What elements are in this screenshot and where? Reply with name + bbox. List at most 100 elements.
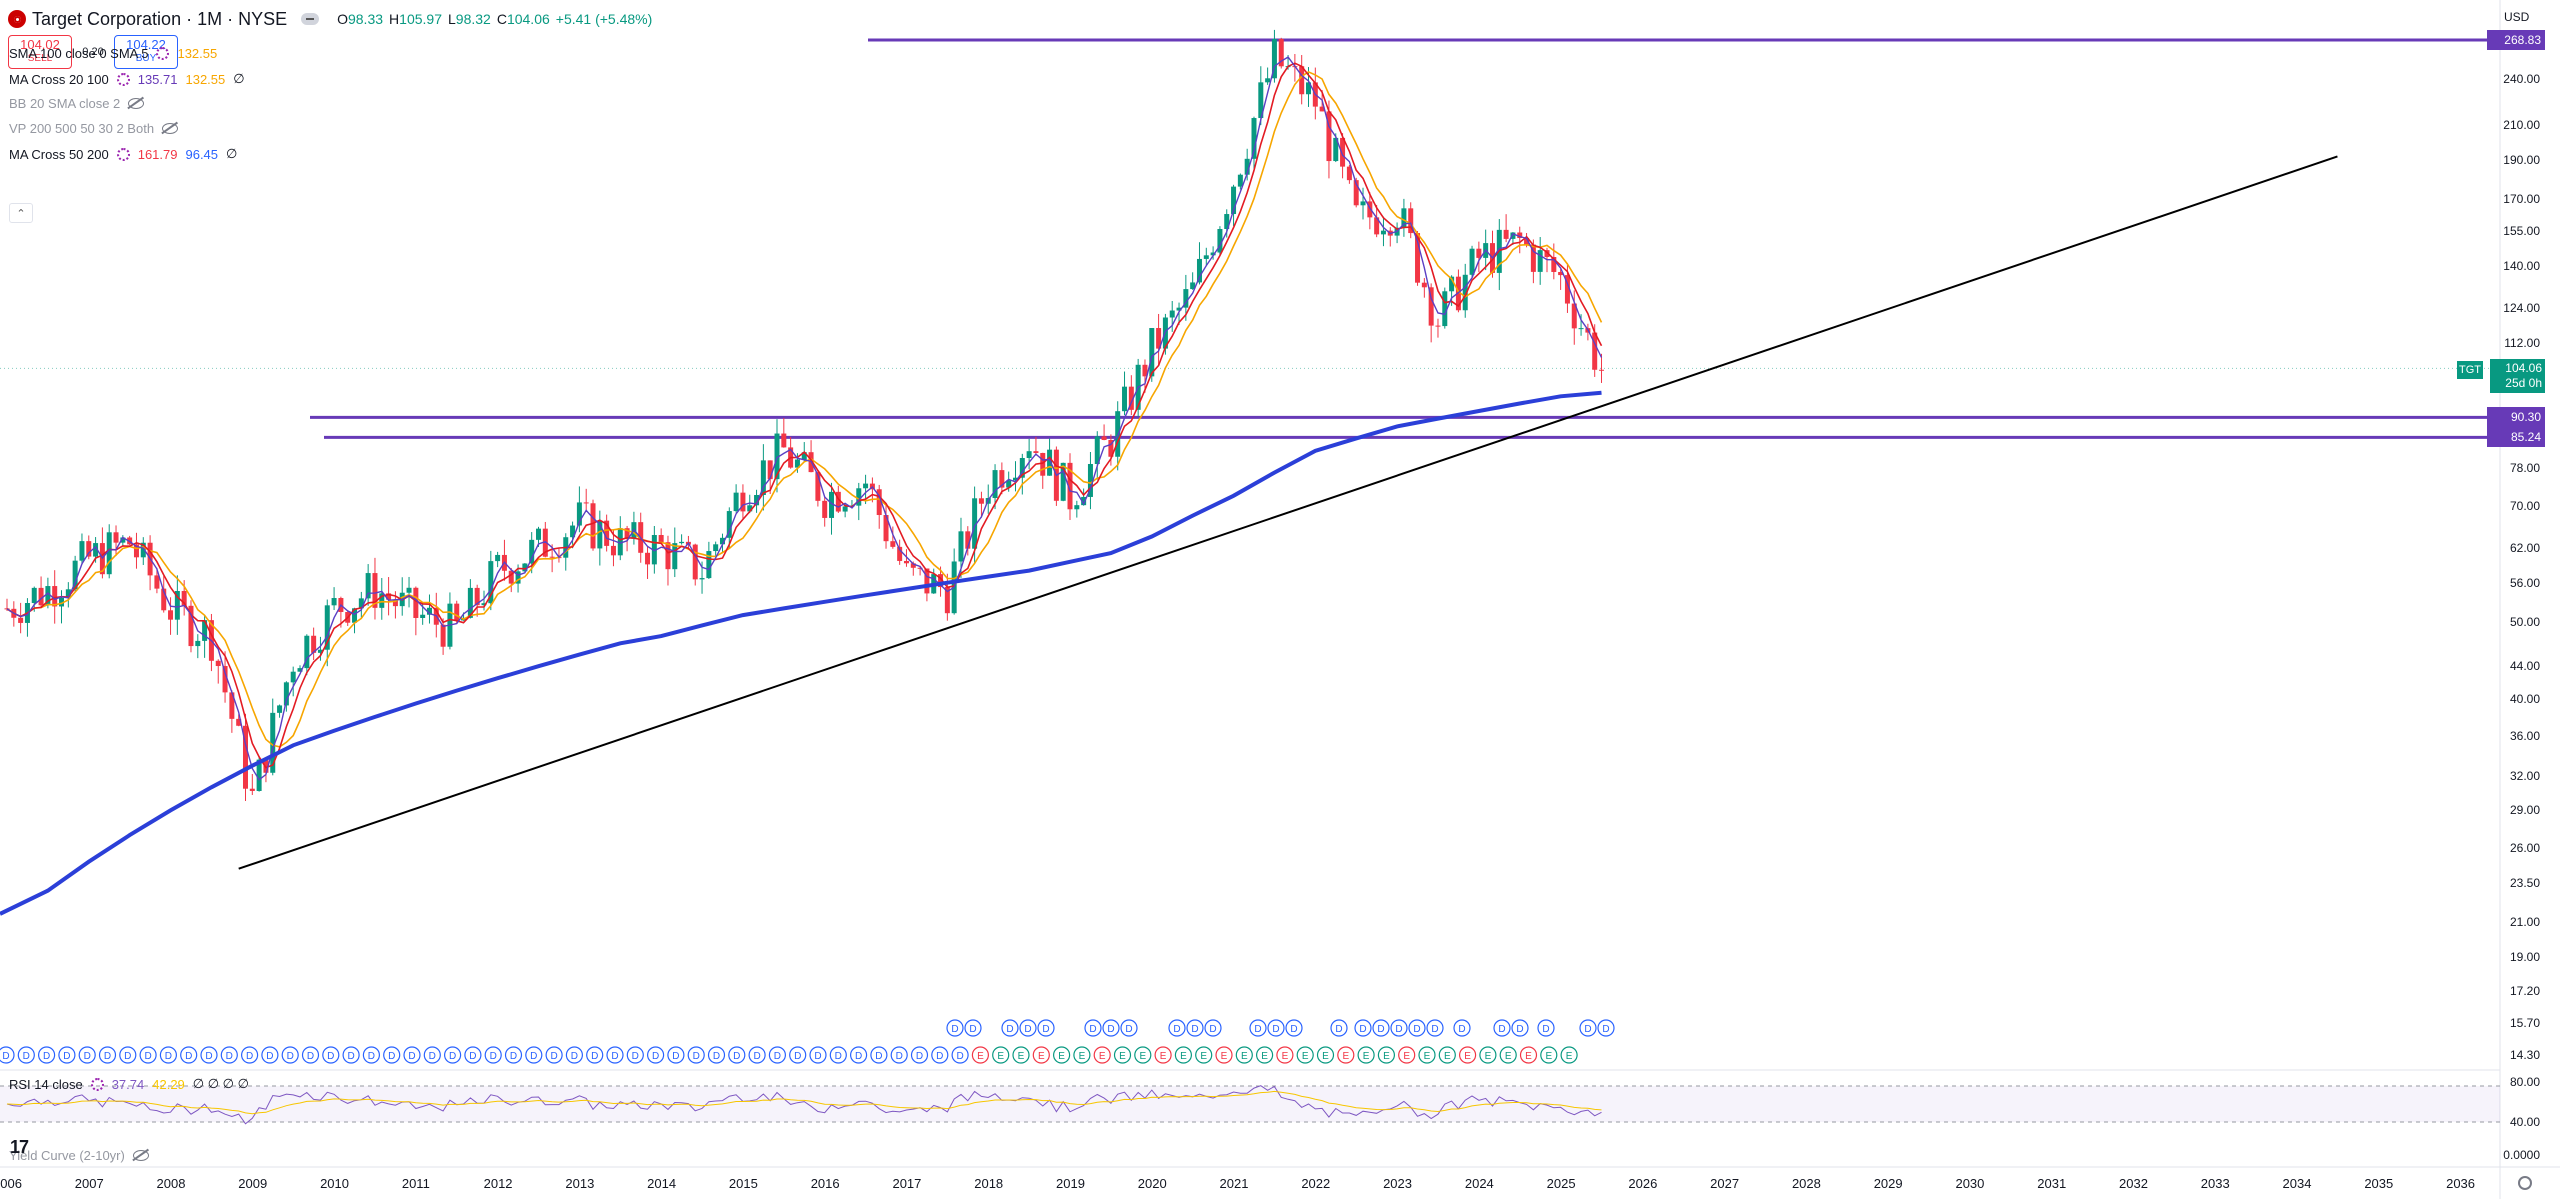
bar-countdown: 25d 0h bbox=[2505, 376, 2542, 390]
candle-body bbox=[1271, 38, 1277, 79]
earnings-marker bbox=[1296, 1046, 1314, 1064]
dividend-marker bbox=[1330, 1019, 1348, 1037]
dividend-marker bbox=[37, 1046, 56, 1064]
time-tick: 2017 bbox=[892, 1176, 922, 1191]
candle-body bbox=[1367, 201, 1373, 218]
time-tick: 2010 bbox=[320, 1176, 349, 1191]
rsi-legend[interactable]: RSI 14 close 37.74 42.29 ∅ ∅ ∅ ∅ bbox=[9, 1076, 249, 1092]
last-price: 104.06 bbox=[2505, 361, 2542, 375]
candle-body bbox=[195, 640, 201, 647]
svg-text:E: E bbox=[1464, 1051, 1471, 1062]
event-markers: D D D D D D D D D D D D D D D D D D D D D D D D D D D D D D D D D D D D D D D D… bbox=[0, 1019, 1615, 1064]
sell-button[interactable]: 104.02 SELL bbox=[8, 35, 72, 69]
candle-body bbox=[570, 525, 576, 538]
indicator-legend-3[interactable]: VP 200 500 50 30 2 Both bbox=[9, 121, 179, 136]
earnings-marker bbox=[1377, 1046, 1396, 1064]
candle-body bbox=[1510, 232, 1516, 239]
svg-text:E: E bbox=[1322, 1051, 1329, 1062]
ohlc-close: C104.06 bbox=[496, 11, 550, 27]
candle-body bbox=[1571, 303, 1577, 329]
rsi-tick-80: 80.00 bbox=[2509, 1075, 2540, 1089]
dividend-marker bbox=[423, 1046, 441, 1064]
earnings-marker bbox=[1093, 1046, 1111, 1064]
symbol-badge: TGT bbox=[2457, 361, 2483, 379]
candle-body bbox=[1169, 310, 1175, 318]
time-tick: 2007 bbox=[74, 1176, 104, 1191]
candle-body bbox=[1421, 282, 1427, 288]
candle-body bbox=[1544, 250, 1550, 258]
candle-body bbox=[358, 598, 364, 609]
dividend-marker bbox=[946, 1019, 964, 1037]
candle-body bbox=[420, 614, 426, 618]
indicator-legend-0[interactable]: SMA 100 close 0 SMA 5 132.55 bbox=[9, 46, 217, 61]
time-tick: 2011 bbox=[401, 1176, 430, 1191]
time-tick: 2013 bbox=[565, 1176, 595, 1191]
earnings-marker bbox=[971, 1046, 990, 1064]
yield-curve-legend[interactable]: Yield Curve (2-10yr) bbox=[9, 1148, 149, 1163]
candle-body bbox=[1558, 271, 1564, 276]
candle-body bbox=[426, 607, 432, 615]
svg-text:D: D bbox=[408, 1051, 415, 1062]
candle-body bbox=[188, 605, 194, 647]
svg-text:E: E bbox=[997, 1051, 1004, 1062]
hidden-eye-icon[interactable] bbox=[162, 123, 179, 134]
collapse-ohlc-button[interactable] bbox=[301, 13, 320, 25]
price-tick: 56.00 bbox=[2509, 575, 2540, 590]
candle-body bbox=[495, 554, 501, 562]
svg-text:D: D bbox=[936, 1051, 943, 1062]
indicator-legend-4[interactable]: MA Cross 50 200 161.79 96.45 ∅ bbox=[9, 146, 237, 162]
gear-icon[interactable] bbox=[2518, 1176, 2532, 1190]
indicator-settings-icon[interactable] bbox=[116, 147, 130, 161]
candle-body bbox=[835, 491, 841, 512]
candle-body bbox=[699, 578, 705, 580]
candle-body bbox=[1333, 137, 1339, 162]
hidden-eye-icon[interactable] bbox=[128, 98, 145, 109]
dividend-marker bbox=[159, 1046, 177, 1064]
symbol-title[interactable]: Target Corporation · 1M · NYSE bbox=[32, 8, 288, 29]
candle-body bbox=[917, 567, 923, 569]
candle-body bbox=[958, 531, 964, 562]
buy-button[interactable]: 104.22 BUY bbox=[114, 35, 178, 69]
svg-text:E: E bbox=[1525, 1051, 1532, 1062]
svg-text:E: E bbox=[1282, 1051, 1289, 1062]
trendline-group bbox=[238, 155, 2338, 870]
dividend-marker bbox=[1511, 1019, 1529, 1037]
dividend-marker bbox=[1285, 1019, 1303, 1037]
indicator-legend-1[interactable]: MA Cross 20 100 135.71 132.55 ∅ bbox=[9, 71, 245, 87]
svg-text:E: E bbox=[1485, 1051, 1492, 1062]
svg-text:E: E bbox=[1099, 1051, 1106, 1062]
rsi-extra-values: ∅ ∅ ∅ ∅ bbox=[192, 1076, 249, 1091]
time-tick: 2025 bbox=[1546, 1176, 1576, 1191]
svg-text:D: D bbox=[510, 1051, 517, 1062]
dividend-marker bbox=[1019, 1019, 1037, 1037]
svg-text:D: D bbox=[956, 1051, 963, 1062]
hidden-eye-icon[interactable] bbox=[132, 1150, 149, 1161]
collapse-legend-button[interactable]: ⌃ bbox=[9, 203, 33, 223]
dividend-marker bbox=[586, 1046, 604, 1064]
candle-body bbox=[597, 520, 603, 549]
svg-text:D: D bbox=[733, 1051, 740, 1062]
svg-text:D: D bbox=[713, 1051, 720, 1062]
dividend-marker bbox=[707, 1046, 726, 1064]
rsi-settings-icon[interactable] bbox=[90, 1077, 104, 1091]
candle-body bbox=[1101, 436, 1107, 440]
candle-body bbox=[747, 505, 753, 512]
candle-body bbox=[1503, 229, 1509, 239]
indicator-name: MA Cross 20 100 bbox=[9, 71, 109, 87]
candle-body bbox=[1203, 255, 1209, 259]
candle-body bbox=[658, 535, 664, 543]
candle-body bbox=[1578, 328, 1584, 330]
ohlc-open: O98.33 bbox=[337, 11, 384, 27]
indicator-legend-2[interactable]: BB 20 SMA close 2 bbox=[9, 96, 145, 111]
price-tick: 240.00 bbox=[2503, 72, 2540, 87]
indicator-settings-icon[interactable] bbox=[116, 72, 130, 86]
candle-body bbox=[297, 668, 303, 672]
candle-body bbox=[154, 575, 160, 589]
currency-label[interactable]: USD bbox=[2504, 10, 2530, 24]
sell-price: 104.02 bbox=[20, 37, 60, 52]
candle-body bbox=[972, 498, 978, 549]
svg-text:E: E bbox=[1505, 1051, 1512, 1062]
indicator-settings-icon[interactable] bbox=[156, 47, 170, 60]
dividend-marker bbox=[200, 1046, 218, 1064]
